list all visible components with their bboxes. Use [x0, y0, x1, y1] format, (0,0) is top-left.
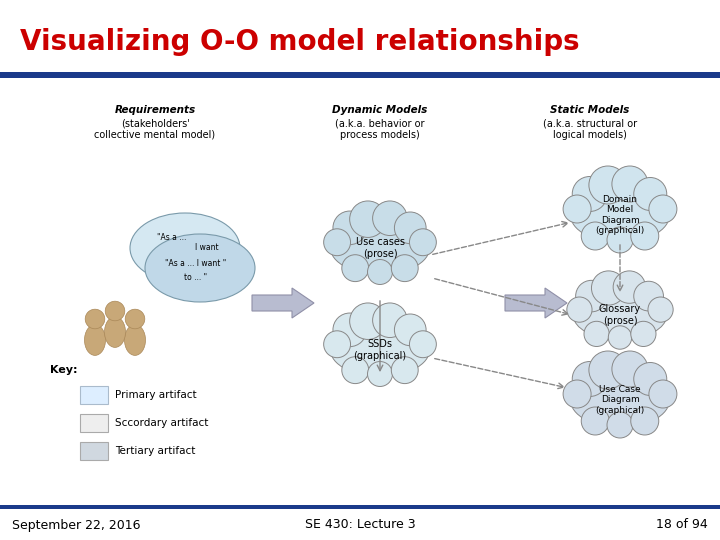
Circle shape [584, 321, 609, 347]
Text: Primary artifact: Primary artifact [115, 390, 197, 400]
Text: Key:: Key: [50, 365, 78, 375]
Text: 18 of 94: 18 of 94 [656, 518, 708, 531]
Circle shape [367, 361, 392, 387]
FancyArrow shape [252, 288, 314, 318]
Circle shape [410, 331, 436, 357]
Circle shape [589, 166, 627, 204]
Circle shape [567, 297, 592, 322]
Text: I want: I want [195, 242, 219, 252]
Text: "As a ...: "As a ... [157, 233, 186, 242]
Text: Dynamic Models: Dynamic Models [333, 105, 428, 115]
Ellipse shape [125, 325, 145, 355]
Circle shape [631, 321, 656, 347]
Text: Tertiary artifact: Tertiary artifact [115, 446, 195, 456]
Bar [0, 72, 720, 78]
FancyArrow shape [505, 288, 567, 318]
Ellipse shape [145, 234, 255, 302]
Circle shape [581, 407, 609, 435]
Circle shape [373, 201, 408, 235]
Circle shape [649, 195, 677, 223]
Circle shape [373, 303, 408, 338]
Circle shape [342, 255, 369, 281]
Circle shape [572, 177, 607, 212]
Ellipse shape [130, 213, 240, 283]
Circle shape [391, 357, 418, 383]
Circle shape [634, 178, 667, 211]
Circle shape [608, 326, 631, 349]
Circle shape [576, 280, 607, 312]
Circle shape [589, 351, 627, 389]
Text: to ... ": to ... " [184, 273, 207, 282]
Circle shape [410, 229, 436, 255]
Circle shape [342, 357, 369, 383]
Circle shape [324, 229, 351, 255]
Text: Visualizing O-O model relationships: Visualizing O-O model relationships [20, 28, 580, 56]
Circle shape [85, 309, 105, 329]
Circle shape [612, 166, 648, 202]
Circle shape [333, 313, 366, 347]
Circle shape [634, 281, 663, 311]
Circle shape [391, 255, 418, 281]
Circle shape [612, 351, 648, 387]
Ellipse shape [570, 187, 670, 242]
Circle shape [607, 227, 633, 253]
Bar [80, 386, 108, 404]
Circle shape [613, 271, 646, 303]
Text: (a.k.a. behavior or
process models): (a.k.a. behavior or process models) [336, 118, 425, 140]
Circle shape [395, 314, 426, 346]
Circle shape [395, 212, 426, 244]
Circle shape [649, 380, 677, 408]
Ellipse shape [104, 316, 125, 347]
Text: "As a ... I want ": "As a ... I want " [166, 260, 227, 268]
Ellipse shape [573, 291, 667, 340]
Circle shape [634, 362, 667, 395]
Circle shape [324, 331, 351, 357]
Text: Use cases
(prose): Use cases (prose) [356, 237, 405, 259]
Circle shape [631, 407, 659, 435]
Circle shape [125, 309, 145, 329]
Circle shape [367, 260, 392, 285]
Text: Sccordary artifact: Sccordary artifact [115, 418, 208, 428]
Ellipse shape [570, 373, 670, 428]
Bar [80, 442, 108, 460]
Ellipse shape [330, 221, 430, 274]
Ellipse shape [330, 323, 430, 376]
Text: Domain
Model
Diagram
(graphical): Domain Model Diagram (graphical) [595, 195, 644, 235]
Text: SSDs
(graphical): SSDs (graphical) [354, 339, 407, 361]
Circle shape [333, 211, 366, 245]
Circle shape [607, 412, 633, 438]
Circle shape [572, 361, 607, 396]
Circle shape [631, 222, 659, 250]
Text: (a.k.a. structural or
logical models): (a.k.a. structural or logical models) [543, 118, 637, 140]
Text: Requirements: Requirements [114, 105, 196, 115]
Circle shape [563, 380, 591, 408]
Circle shape [350, 303, 386, 340]
Text: Glossary
(prose): Glossary (prose) [599, 304, 641, 326]
Circle shape [648, 297, 673, 322]
Bar [0, 505, 720, 509]
Ellipse shape [84, 325, 106, 355]
Text: Static Models: Static Models [550, 105, 629, 115]
Circle shape [581, 222, 609, 250]
Text: (stakeholders'
collective mental model): (stakeholders' collective mental model) [94, 118, 215, 140]
Text: Use Case
Diagram
(graphical): Use Case Diagram (graphical) [595, 385, 644, 415]
Circle shape [591, 271, 626, 305]
Text: September 22, 2016: September 22, 2016 [12, 518, 140, 531]
Circle shape [350, 201, 386, 238]
Bar [80, 414, 108, 432]
Circle shape [563, 195, 591, 223]
Circle shape [105, 301, 125, 321]
Text: SE 430: Lecture 3: SE 430: Lecture 3 [305, 518, 415, 531]
